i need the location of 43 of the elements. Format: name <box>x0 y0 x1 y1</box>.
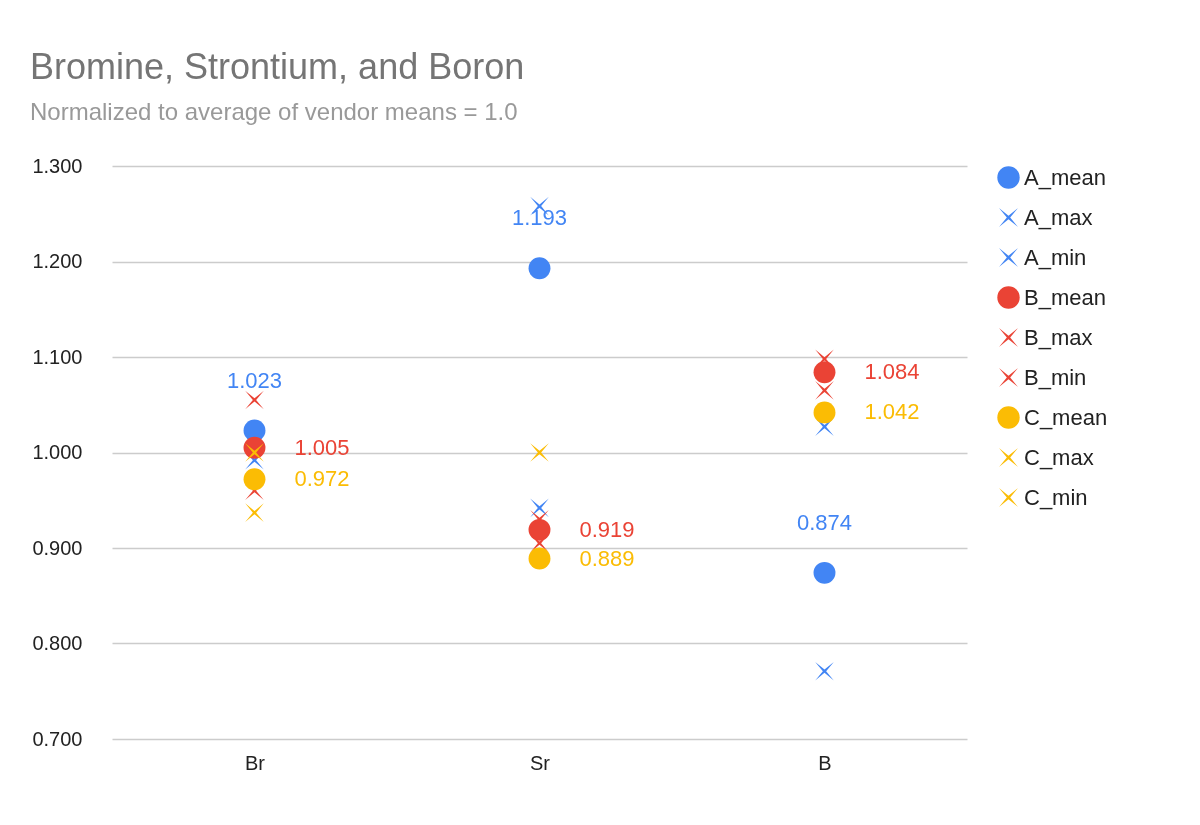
point <box>813 361 836 384</box>
point <box>813 561 836 584</box>
point <box>530 498 549 518</box>
point <box>815 661 834 681</box>
point <box>528 257 551 280</box>
y-tick-label: 1.200 <box>32 250 83 272</box>
data-label: 1.042 <box>864 399 920 425</box>
point <box>245 390 264 410</box>
y-tick-label: 0.800 <box>32 632 83 654</box>
legend-label: A_max <box>1024 204 1093 230</box>
chart-title: Bromine, Strontium, and Boron <box>30 46 525 87</box>
point <box>243 468 266 491</box>
x-tick-label: Br <box>245 751 266 774</box>
legend-label: B_max <box>1024 324 1093 350</box>
legend-label: A_mean <box>1024 164 1106 190</box>
legend-label: C_min <box>1024 484 1088 510</box>
point <box>815 381 834 400</box>
y-tick-label: 1.000 <box>32 441 83 463</box>
legend-label: B_min <box>1024 364 1087 390</box>
y-tick-label: 1.100 <box>32 345 83 368</box>
data-label: 1.193 <box>511 205 568 231</box>
data-label: 0.972 <box>294 466 350 492</box>
x-tick-label: Sr <box>530 751 551 774</box>
legend-label: C_max <box>1024 444 1094 470</box>
data-label: 0.889 <box>579 545 635 571</box>
point <box>245 443 264 462</box>
data-label: 1.005 <box>294 434 350 460</box>
data-label: 0.919 <box>579 516 635 542</box>
y-tick-label: 1.300 <box>32 154 83 177</box>
chart-subtitle: Normalized to average of vendor means = 1.0 <box>30 98 518 125</box>
legend-label: C_mean <box>1024 404 1108 430</box>
point <box>530 443 549 462</box>
point <box>245 503 264 522</box>
point <box>813 401 836 424</box>
x-tick-label: B <box>818 751 832 774</box>
data-label: 0.874 <box>796 509 853 535</box>
data-label: 1.023 <box>226 367 283 393</box>
y-tick-label: 0.700 <box>32 727 83 750</box>
legend-label: B_mean <box>1024 284 1106 310</box>
legend-label: A_min <box>1024 244 1087 270</box>
point <box>528 547 551 570</box>
data-label: 1.084 <box>864 359 920 385</box>
y-tick-label: 0.900 <box>32 536 83 559</box>
